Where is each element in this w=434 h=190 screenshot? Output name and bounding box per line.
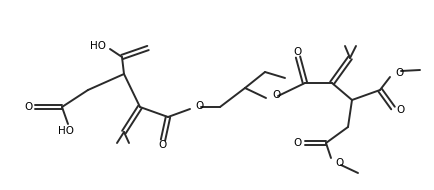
Text: O: O: [394, 68, 402, 78]
Text: O: O: [334, 158, 342, 168]
Text: O: O: [158, 140, 167, 150]
Text: O: O: [194, 101, 203, 111]
Text: O: O: [293, 138, 301, 148]
Text: HO: HO: [90, 41, 106, 51]
Text: O: O: [25, 102, 33, 112]
Text: O: O: [293, 47, 302, 57]
Text: HO: HO: [58, 126, 74, 136]
Text: O: O: [395, 105, 403, 115]
Text: O: O: [271, 90, 279, 100]
